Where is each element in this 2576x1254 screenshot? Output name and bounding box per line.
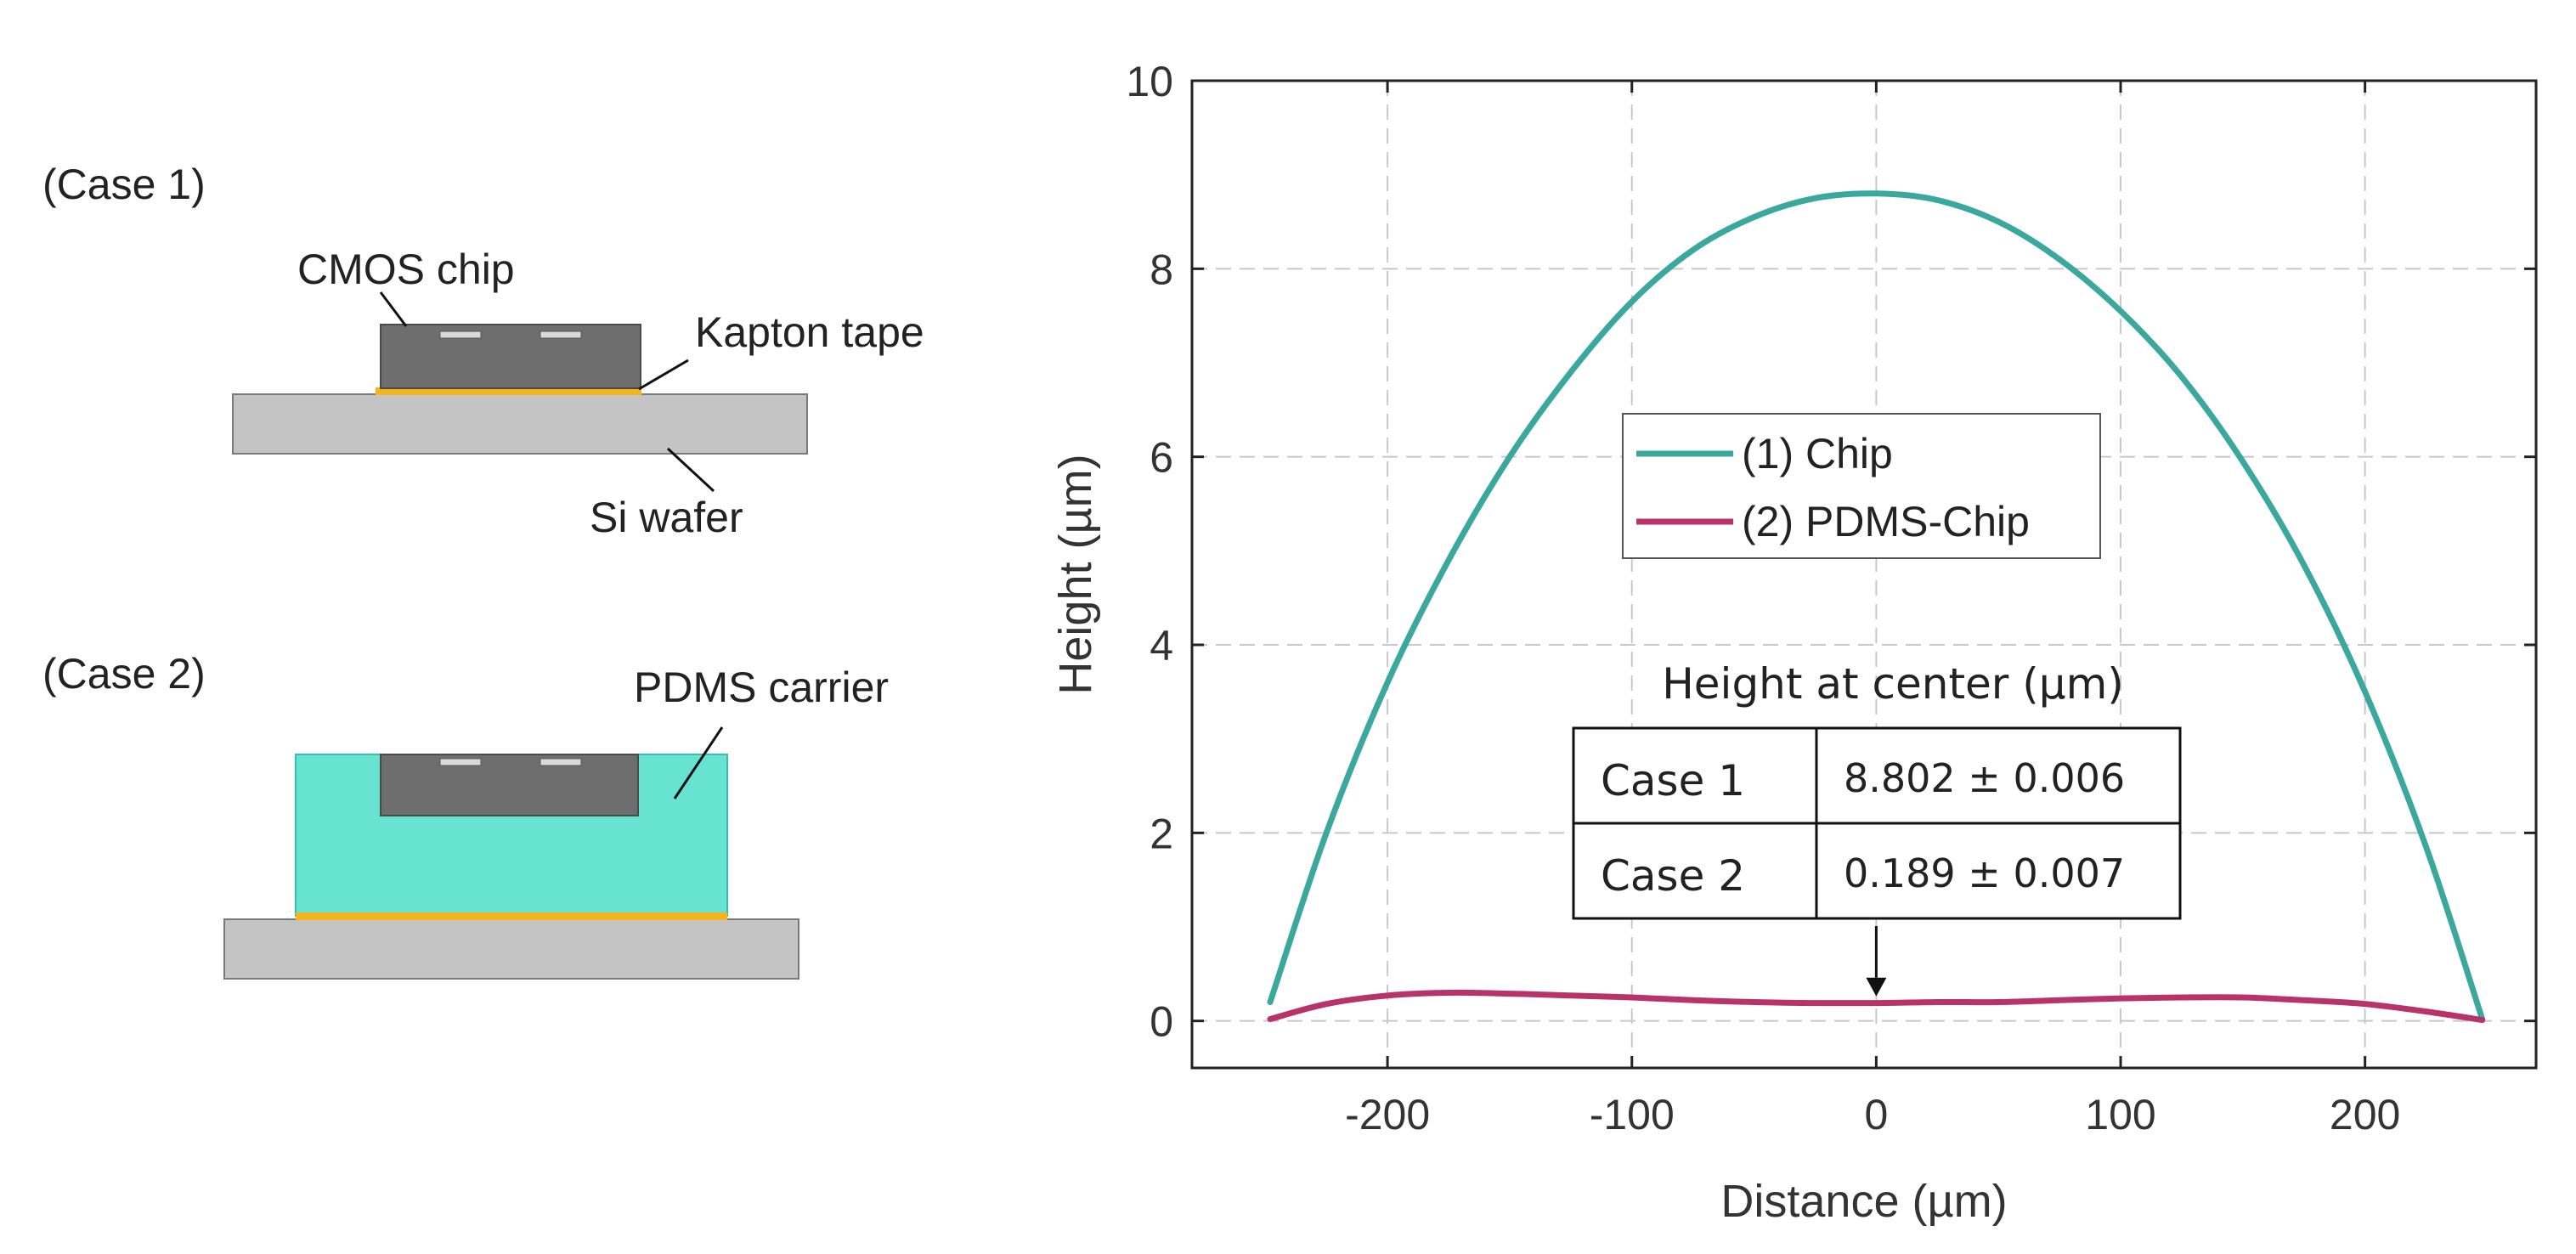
legend: (1) Chip (2) PDMS-Chip [1622, 413, 2101, 559]
case1-si-wafer [232, 393, 808, 455]
legend-label-chip: (1) Chip [1742, 430, 1893, 477]
si-wafer-label: Si wafer [590, 494, 743, 541]
x-tick-label: -100 [1590, 1091, 1675, 1138]
y-tick-label: 2 [1150, 810, 1173, 857]
schematic: (Case 1) CMOS chip Kapton tape Si wafer … [42, 161, 924, 980]
table-cell-case: Case 1 [1601, 756, 1745, 805]
y-tick-label: 6 [1150, 434, 1173, 482]
series-layer [1267, 190, 2486, 1024]
series-line-chip [1267, 190, 2486, 1022]
center-height-table: Height at center (µm) Case 1 8.802 ± 0.0… [1572, 659, 2182, 997]
y-tick-label: 0 [1150, 998, 1173, 1046]
case1-chip-pad [439, 330, 482, 339]
x-tick-label: 0 [1864, 1091, 1888, 1138]
pdms-carrier-leader [673, 726, 724, 799]
case2-chip-pad [439, 758, 482, 766]
y-tick-label: 10 [1126, 58, 1173, 105]
annotation-arrowhead [1866, 977, 1887, 997]
case2-chip-pad [539, 758, 582, 766]
cmos-chip-leader [379, 291, 408, 327]
case1-cmos-chip [380, 324, 641, 389]
table-cell-case: Case 2 [1601, 851, 1745, 901]
y-tick-label: 4 [1150, 622, 1173, 669]
x-tick-label: 200 [2330, 1091, 2400, 1138]
series-line-pdms-chip [1267, 989, 2486, 1024]
case2-title: (Case 2) [42, 650, 206, 698]
legend-box [1622, 413, 2101, 559]
legend-label-pdms-chip: (2) PDMS-Chip [1742, 498, 2030, 545]
chart: -200 -100 0 100 200 0 2 4 6 8 10 Distance (µm) Hei… [1050, 58, 2538, 1227]
table-cell-value: 8.802 ± 0.006 [1844, 755, 2125, 801]
kapton-tape-label: Kapton tape [695, 308, 924, 356]
plot-frame [1190, 79, 2538, 1070]
case1-title: (Case 1) [42, 161, 206, 208]
y-axis-label: Height (µm) [1050, 454, 1101, 694]
table-cell-value: 0.189 ± 0.007 [1844, 850, 2125, 896]
pdms-carrier-label: PDMS carrier [634, 664, 889, 711]
case2-kapton-tape [296, 912, 727, 920]
tick-layer: -200 -100 0 100 200 0 2 4 6 8 10 [1126, 58, 2536, 1138]
y-tick-label: 8 [1150, 246, 1173, 293]
case1-chip-pad [539, 330, 582, 339]
case2-cmos-chip [380, 754, 639, 816]
case2-si-wafer [223, 918, 799, 980]
table-title: Height at center (µm) [1662, 659, 2124, 709]
kapton-tape-leader [638, 359, 689, 391]
cmos-chip-label: CMOS chip [297, 246, 515, 293]
x-tick-label: 100 [2085, 1091, 2155, 1138]
plot-area [1192, 81, 2536, 1068]
si-wafer-leader [666, 447, 715, 493]
case1-kapton-tape [376, 387, 641, 395]
x-axis-label: Distance (µm) [1720, 1176, 2007, 1227]
x-tick-label: -200 [1345, 1091, 1430, 1138]
